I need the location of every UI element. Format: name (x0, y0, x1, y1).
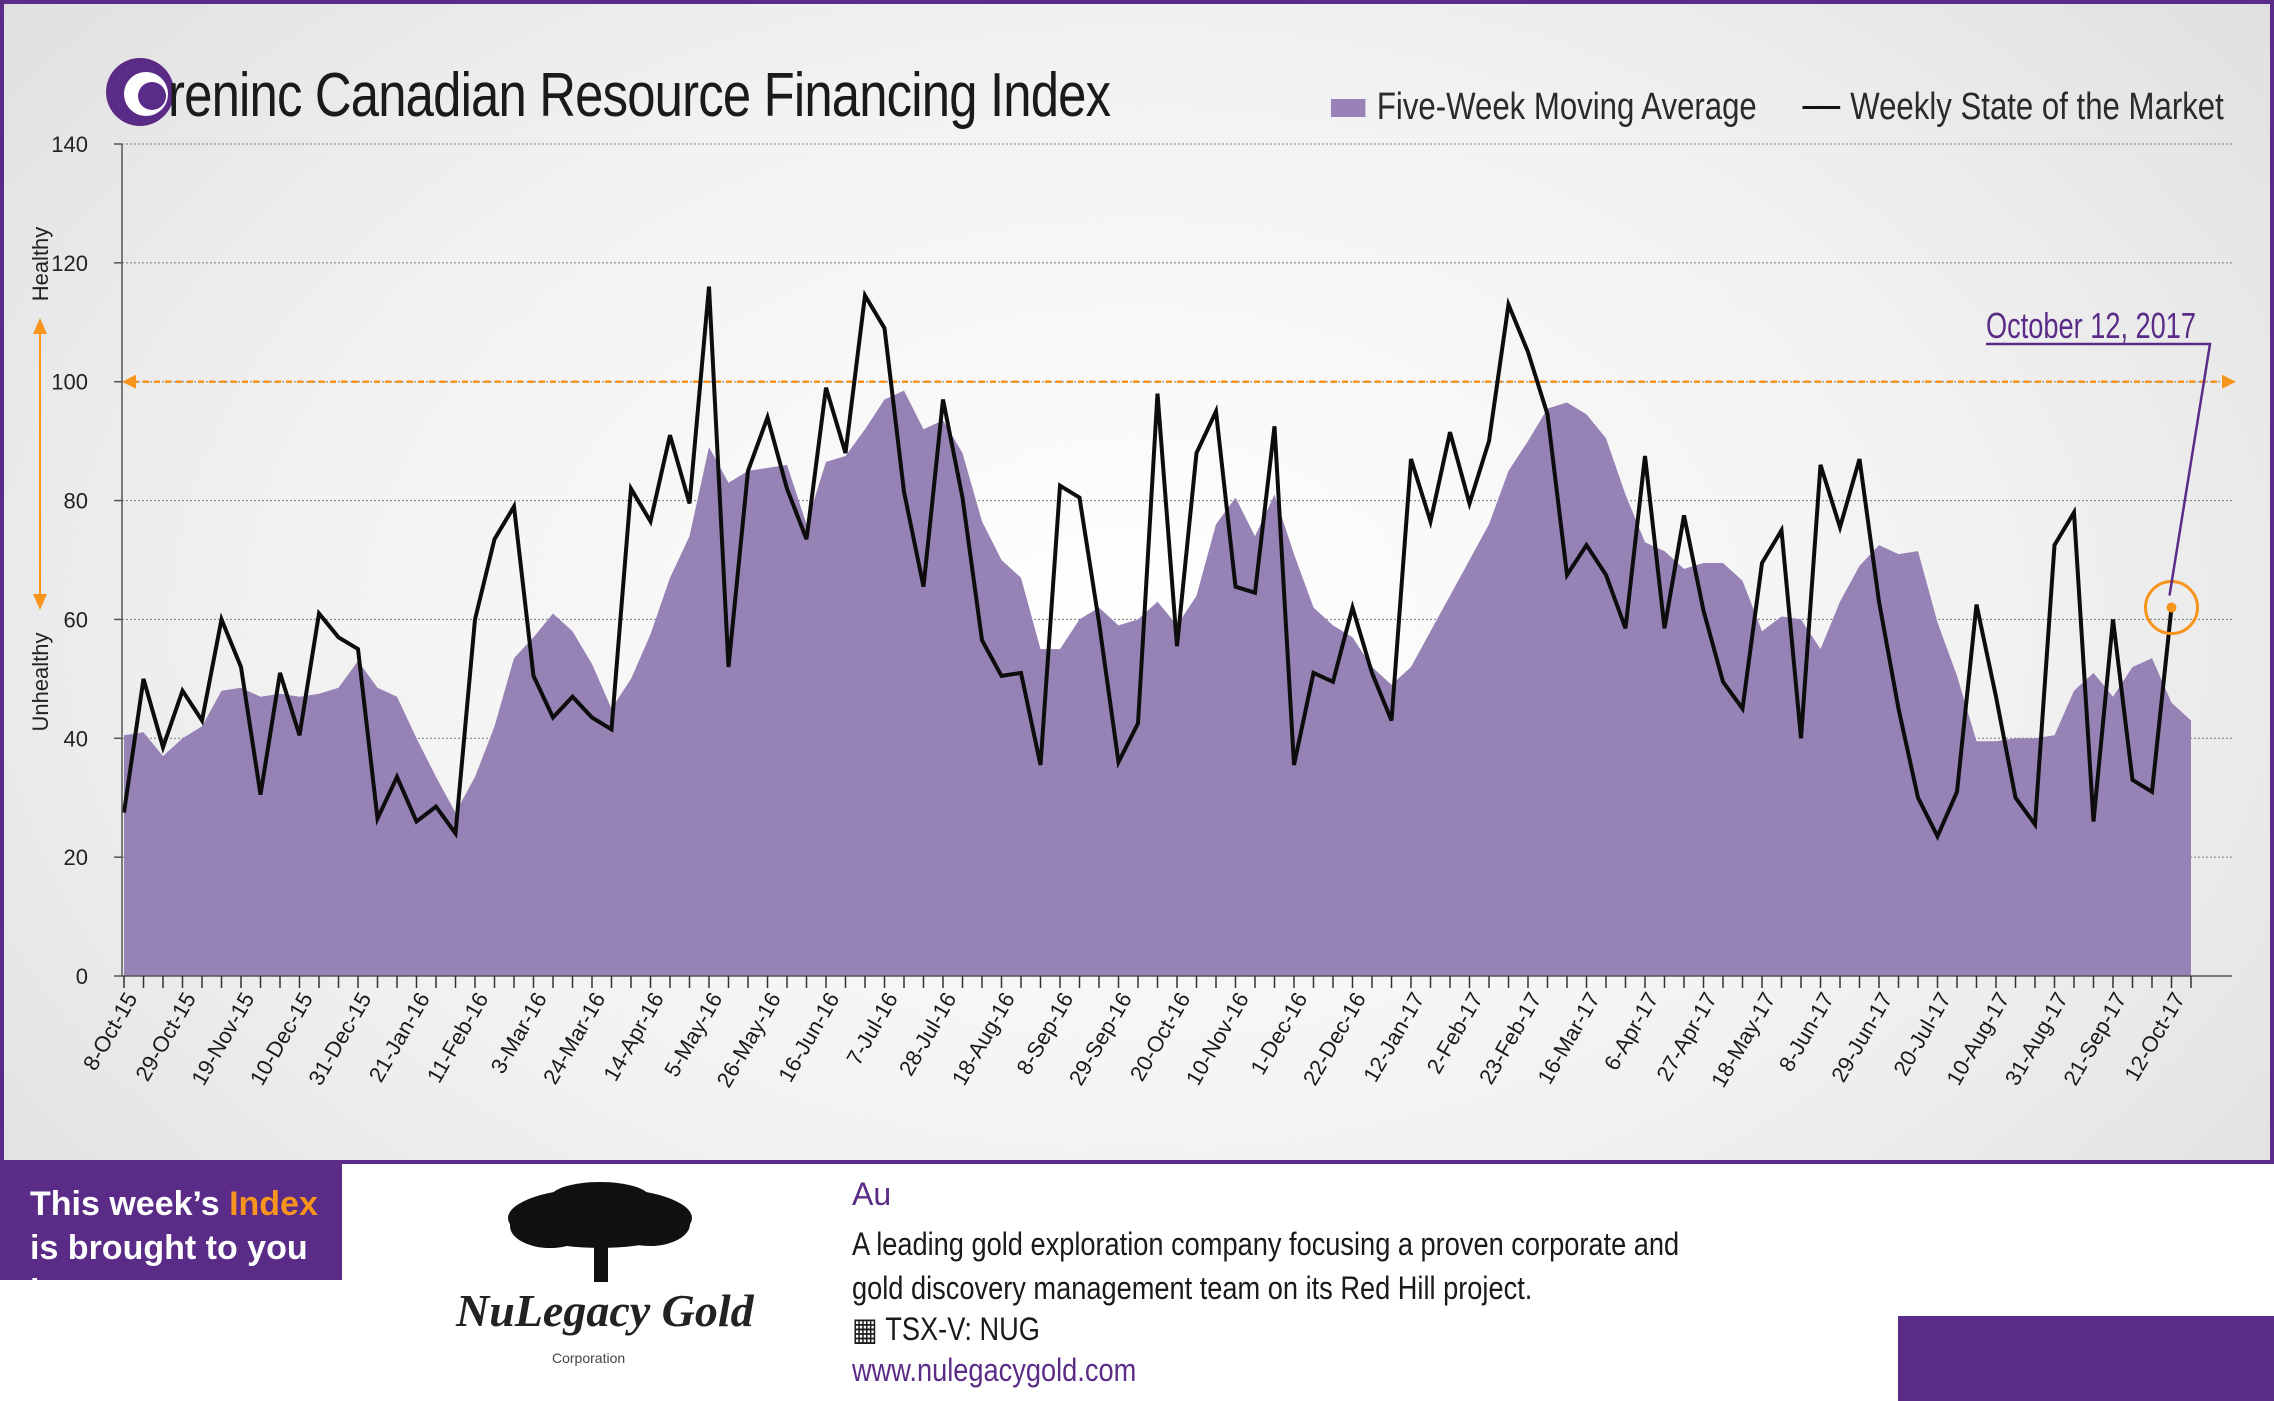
x-tick-label: 7-Jul-16 (841, 988, 902, 1069)
sponsor-description: A leading gold exploration company focus… (852, 1226, 1680, 1306)
y-tick-label: 120 (51, 251, 88, 276)
x-tick-label: 6-Apr-17 (1599, 988, 1663, 1075)
sponsor-footer: This week’s Index is brought to you by: … (0, 1160, 2274, 1401)
x-tick-label: 8-Jun-17 (1774, 988, 1839, 1076)
series-line-weekly (122, 286, 2174, 841)
page-title: Canadian Resource Financing Index (314, 61, 1111, 130)
chart-title: reninc Canadian Resource Financing Index (168, 60, 1111, 131)
x-tick-label: 28-Jul-16 (894, 988, 962, 1080)
x-tick-label: 2-Feb-17 (1422, 988, 1488, 1078)
index-highlight: Index (229, 1185, 318, 1223)
x-tick-label: 8-Oct-15 (78, 988, 142, 1075)
y-tick-label: 40 (64, 726, 88, 751)
y-label-unhealthy: Unhealthy (28, 632, 53, 731)
chart-svg: 0204060801001201408-Oct-1529-Oct-1519-No… (28, 132, 2236, 1092)
legend-area-swatch (1331, 98, 1366, 117)
sponsor-logo-subtext: Corporation (552, 1350, 626, 1366)
legend-area-label: Five-Week Moving Average (1377, 86, 1758, 128)
series-area-moving-average (124, 390, 2191, 977)
threshold-arrow-left-icon (122, 374, 136, 389)
sponsor-commodity: Au (852, 1176, 892, 1212)
y-tick-label: 140 (51, 132, 88, 157)
footer-corner-block (1898, 1316, 2274, 1401)
oreninc-o-logo-icon (106, 58, 174, 126)
y-tick-label: 60 (64, 607, 88, 632)
legend-line-swatch (1802, 106, 1841, 109)
y-tick-label: 80 (64, 489, 88, 514)
sponsor-url-link[interactable]: www.nulegacygold.com (852, 1352, 1137, 1388)
health-arrow-down-icon (33, 594, 47, 610)
annotation-label: October 12, 2017 (1986, 305, 2196, 346)
brought-to-you-label: This week’s Index is brought to you by: (0, 1164, 342, 1311)
x-tick-label: 5-May-16 (659, 988, 727, 1081)
x-tick-label: 8-Sep-16 (1011, 988, 1078, 1079)
sponsor-ticker: ▦ TSX-V: NUG (852, 1311, 1040, 1347)
brand-name: reninc (168, 61, 302, 130)
annotation-leader-line (1986, 342, 2212, 596)
chart-legend: Five-Week Moving Average Weekly State of… (1331, 86, 2224, 129)
x-tick-label: 3-Mar-16 (486, 988, 552, 1078)
y-label-healthy: Healthy (28, 227, 53, 302)
sponsor-logo-text: NuLegacy Gold (456, 1285, 754, 1336)
chart-icon: ▦ (852, 1311, 878, 1347)
legend-line-label: Weekly State of the Market (1850, 86, 2224, 128)
x-tick-label: 20-Jul-17 (1888, 988, 1956, 1080)
health-arrow-up-icon (33, 318, 47, 334)
y-tick-label: 100 (51, 370, 88, 395)
y-tick-label: 20 (64, 845, 88, 870)
annotation-dot (2166, 602, 2177, 613)
tree-icon (508, 1182, 692, 1282)
threshold-arrow-right-icon (2222, 374, 2236, 389)
y-tick-label: 0 (76, 964, 88, 989)
x-tick-label: 1-Dec-16 (1245, 988, 1312, 1079)
